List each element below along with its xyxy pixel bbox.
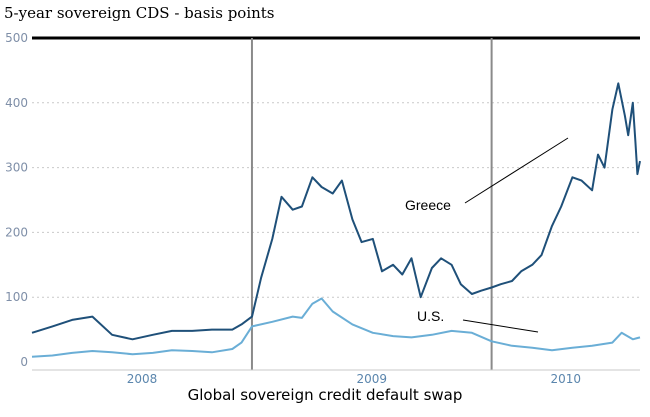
x-tick-label: 2010 [551, 372, 582, 386]
y-tick-label: 100 [5, 290, 28, 304]
plot-area [32, 38, 640, 370]
series-lines [31, 82, 641, 358]
us-leader-line [462, 319, 539, 333]
y-tick-label: 200 [5, 225, 28, 239]
x-axis-year-labels: 2008 2009 2010 [127, 372, 581, 386]
series-greece-line [31, 82, 641, 341]
y-tick-label: 0 [20, 355, 28, 369]
x-tick-label: 2009 [357, 372, 388, 386]
series-u-s-line [31, 297, 641, 358]
chart-title: 5-year sovereign CDS - basis points [4, 4, 275, 22]
chart-caption: Global sovereign credit default swap [187, 386, 463, 404]
y-tick-label: 500 [5, 31, 28, 45]
y-tick-label: 400 [5, 96, 28, 110]
greece-leader-line [464, 137, 569, 204]
grid-lines [32, 102, 640, 298]
y-tick-label: 300 [5, 161, 28, 175]
y-axis-ticks: 0 100 200 300 400 500 [5, 31, 28, 369]
x-tick-label: 2008 [127, 372, 158, 386]
us-series-label: U.S. [417, 308, 444, 324]
greece-series-label: Greece [405, 197, 451, 213]
